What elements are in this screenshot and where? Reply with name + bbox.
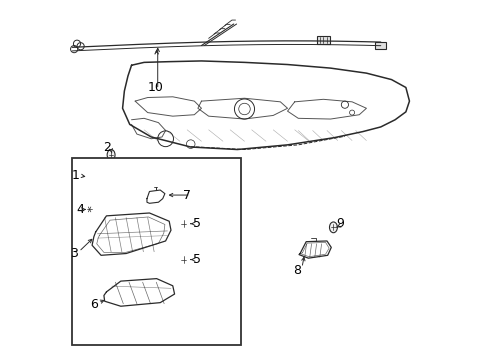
Bar (375, 42, 386, 49)
Bar (93, 224, 100, 230)
Text: 4: 4 (76, 203, 84, 216)
Text: 5: 5 (193, 217, 201, 230)
Text: 7: 7 (183, 189, 191, 202)
Text: 10: 10 (147, 81, 163, 94)
Bar (72, 158, 241, 345)
Text: 1: 1 (71, 169, 79, 182)
Bar (165, 225, 172, 231)
Text: 6: 6 (90, 298, 98, 311)
Text: 5: 5 (193, 253, 201, 266)
Ellipse shape (86, 206, 93, 213)
Ellipse shape (180, 254, 187, 265)
Text: 2: 2 (103, 140, 111, 153)
Ellipse shape (107, 149, 115, 160)
Ellipse shape (180, 218, 187, 229)
Text: 9: 9 (336, 216, 344, 230)
Text: 8: 8 (293, 264, 301, 277)
Ellipse shape (329, 222, 337, 233)
Text: 3: 3 (70, 247, 78, 260)
Bar (316, 36, 329, 44)
